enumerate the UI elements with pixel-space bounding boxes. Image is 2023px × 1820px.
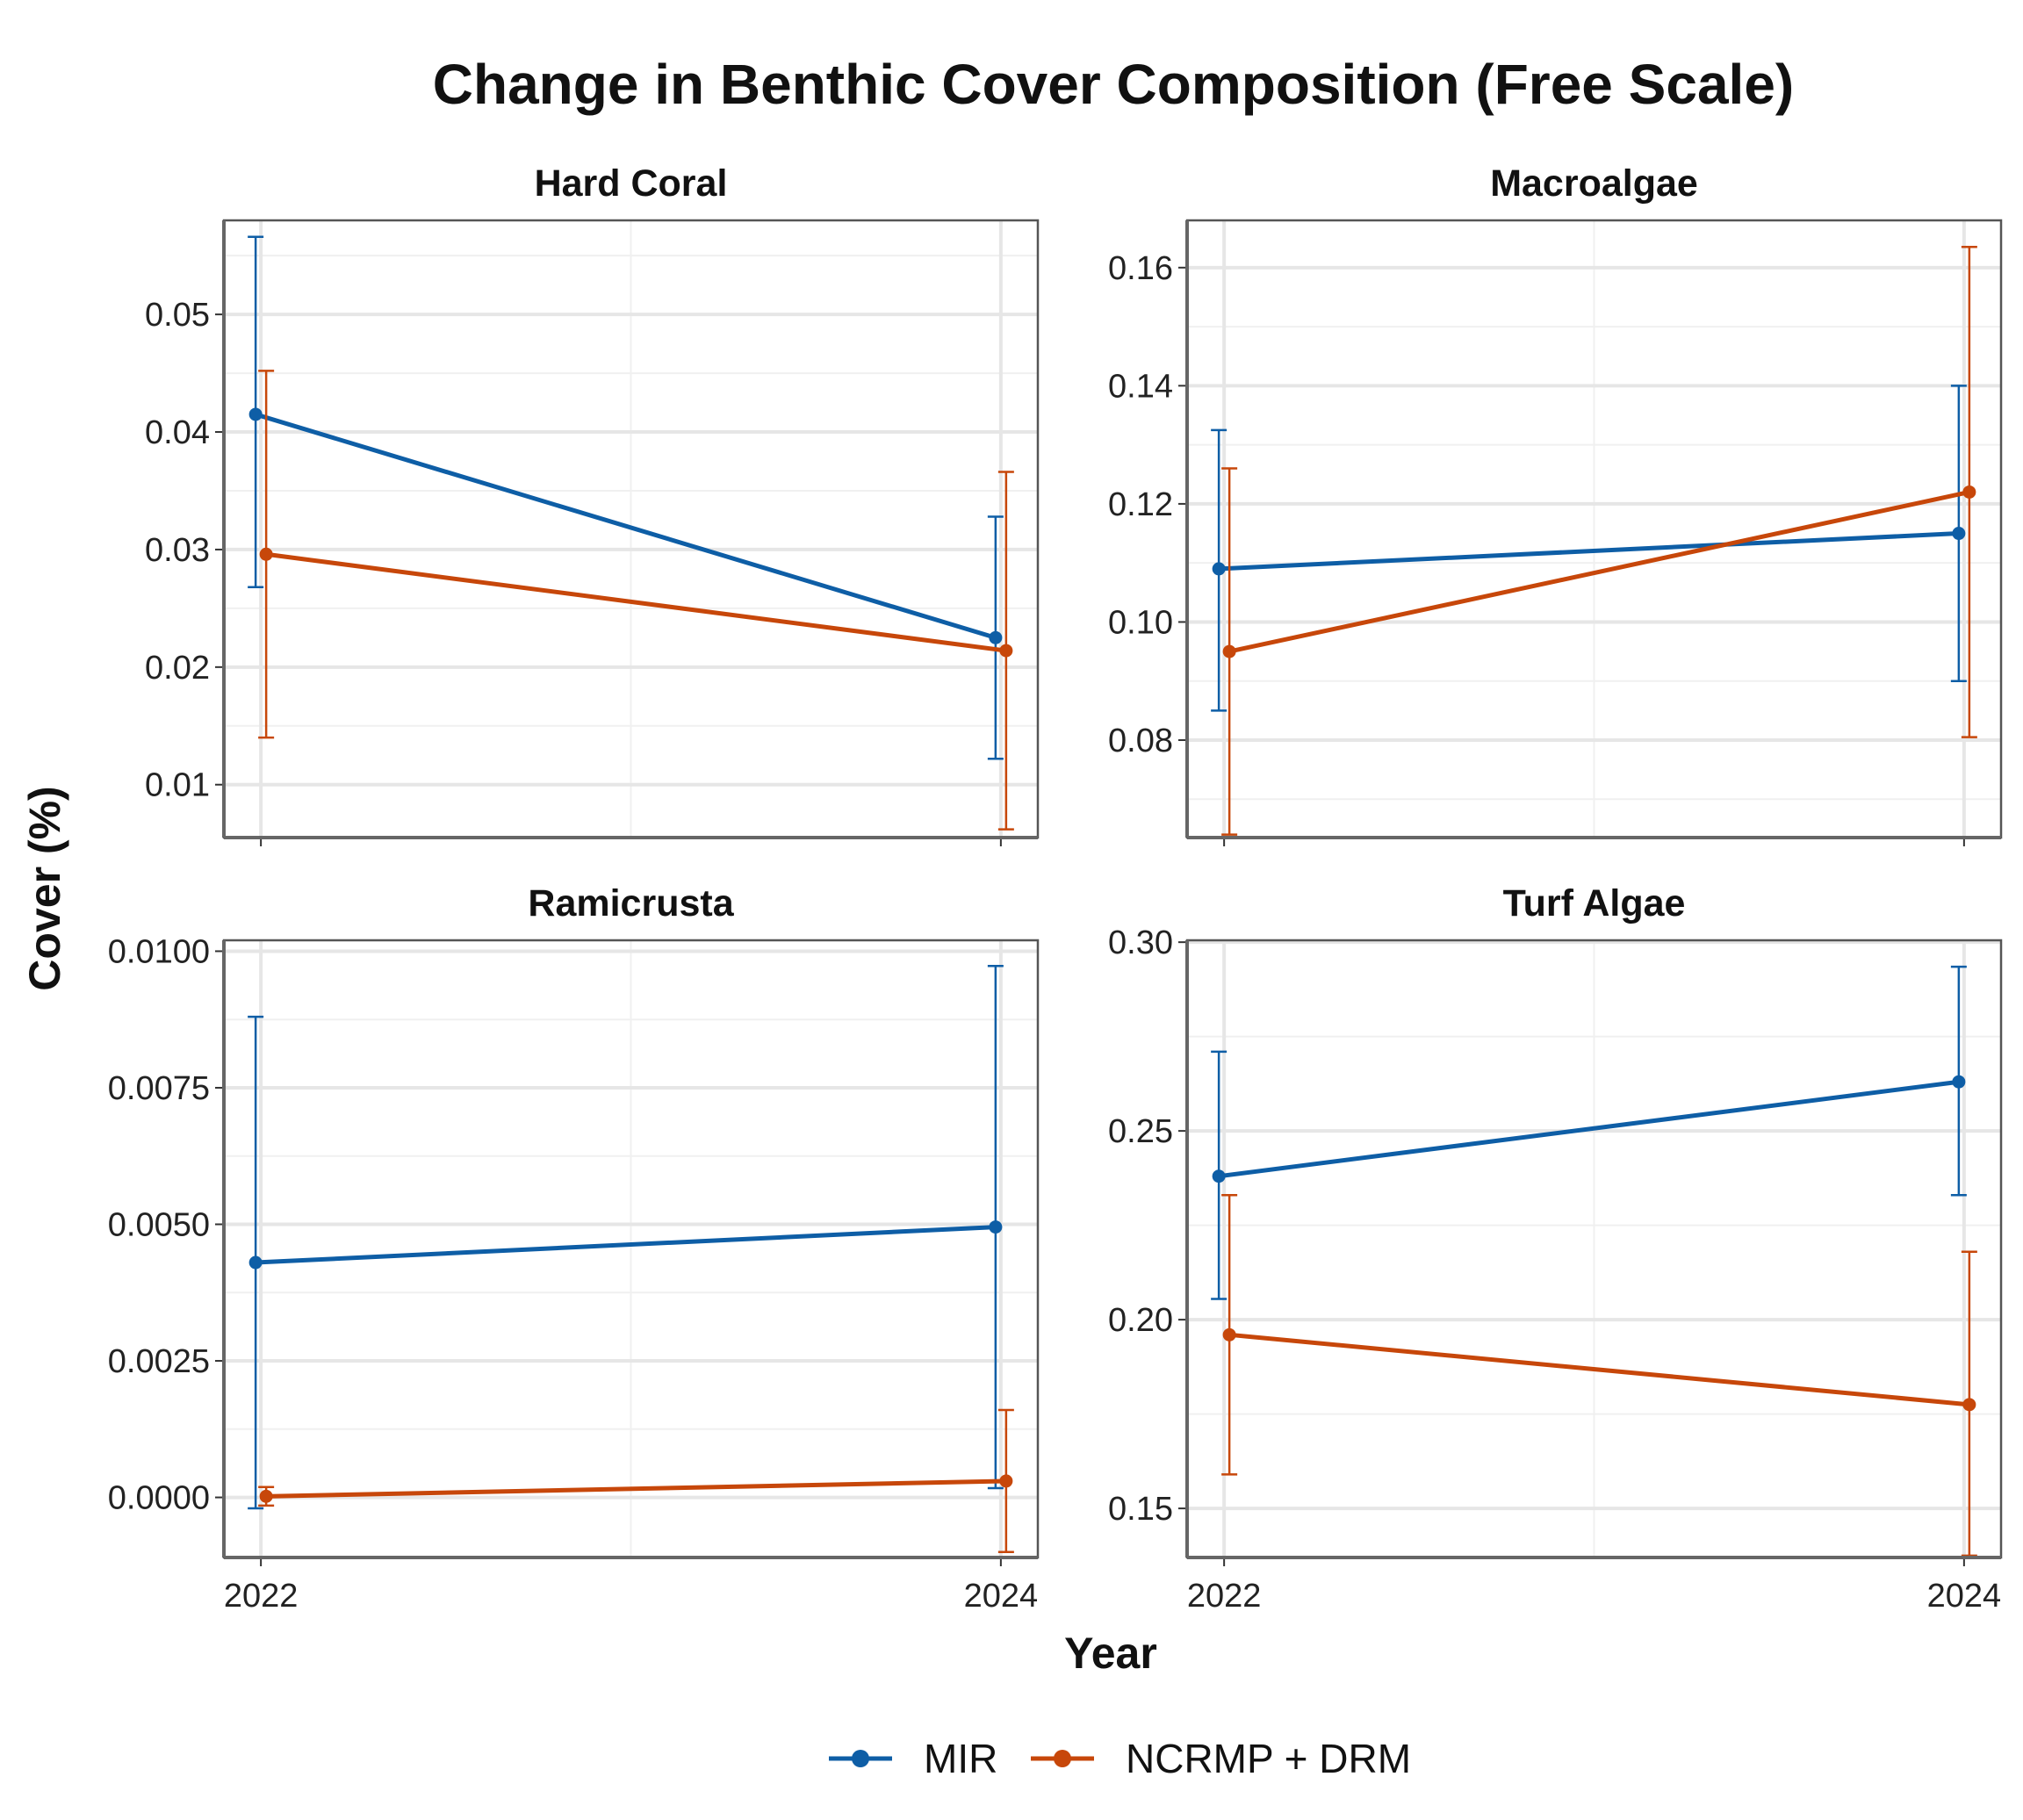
data-point bbox=[1222, 644, 1236, 658]
series-line bbox=[1219, 531, 1959, 572]
y-tick-label: 0.0050 bbox=[108, 1207, 210, 1244]
panel-title: Turf Algae bbox=[1503, 882, 1686, 924]
panel-macroalgae: Macroalgae 0.08 0.10 0.12 0.14 0.16 bbox=[1108, 162, 2003, 846]
chart-title: Change in Benthic Cover Composition (Fre… bbox=[433, 53, 1794, 116]
series-line bbox=[1228, 490, 1970, 654]
panels: Hard Coral 0.01 0.02 0.03 0.04 0.05 Macroalgae… bbox=[108, 162, 2003, 1615]
y-tick-label: 0.15 bbox=[1108, 1491, 1173, 1528]
panel-title: Ramicrusta bbox=[528, 882, 734, 924]
series-mir bbox=[248, 964, 1004, 1510]
legend-label: NCRMP + DRM bbox=[1126, 1736, 1411, 1781]
y-axis-title: Cover (%) bbox=[20, 786, 69, 990]
data-point bbox=[248, 1255, 263, 1270]
y-tick-label: 0.05 bbox=[145, 297, 210, 334]
x-tick-label: 2022 bbox=[1187, 1578, 1262, 1615]
series-mir bbox=[1211, 385, 1967, 712]
series-mir bbox=[1211, 965, 1967, 1300]
panel-title: Macroalgae bbox=[1490, 162, 1698, 205]
data-point bbox=[1212, 562, 1226, 576]
y-tick-label: 0.01 bbox=[145, 767, 210, 804]
y-tick-label: 0.10 bbox=[1108, 604, 1173, 641]
y-tick-label: 0.0075 bbox=[108, 1070, 210, 1107]
y-tick-label: 0.16 bbox=[1108, 250, 1173, 287]
series-ncrmp-drm bbox=[258, 1408, 1014, 1554]
panel-ramicrusta: Ramicrusta 0.0000 0.0025 0.0050 0.0075 0.0100… bbox=[108, 882, 1040, 1615]
x-tick-label: 2024 bbox=[964, 1578, 1039, 1615]
y-tick-label: 0.08 bbox=[1108, 723, 1173, 759]
series-line bbox=[1228, 1332, 1970, 1407]
data-point bbox=[1952, 527, 1966, 541]
y-tick-label: 0.20 bbox=[1108, 1302, 1173, 1339]
legend-item-ncrmp-drm: NCRMP + DRM bbox=[1031, 1736, 1411, 1781]
legend: MIR NCRMP + DRM bbox=[829, 1736, 1411, 1781]
data-point bbox=[989, 630, 1003, 644]
y-tick-label: 0.02 bbox=[145, 650, 210, 687]
data-point bbox=[1212, 1169, 1226, 1183]
x-tick-label: 2024 bbox=[1927, 1578, 2002, 1615]
x-tick-label: 2022 bbox=[224, 1578, 299, 1615]
legend-key-point bbox=[1054, 1750, 1071, 1767]
y-tick-label: 0.03 bbox=[145, 532, 210, 569]
series-line bbox=[265, 551, 1007, 653]
y-tick-label: 0.04 bbox=[145, 414, 210, 451]
y-tick-label: 0.0000 bbox=[108, 1480, 210, 1517]
data-point bbox=[1952, 1075, 1966, 1089]
data-point bbox=[999, 1474, 1013, 1488]
x-axis-title: Year bbox=[1064, 1629, 1157, 1678]
series-mir bbox=[248, 235, 1004, 760]
y-tick-label: 0.0100 bbox=[108, 933, 210, 970]
data-point bbox=[1962, 485, 1976, 499]
data-point bbox=[248, 407, 263, 421]
data-point bbox=[259, 1489, 273, 1503]
series-line bbox=[1218, 1079, 1960, 1179]
data-point bbox=[999, 644, 1013, 658]
panel-title: Hard Coral bbox=[535, 162, 728, 205]
data-point bbox=[259, 547, 273, 561]
data-point bbox=[1222, 1327, 1236, 1342]
y-tick-label: 0.0025 bbox=[108, 1343, 210, 1380]
series-ncrmp-drm bbox=[1221, 246, 1977, 836]
y-tick-label: 0.12 bbox=[1108, 486, 1173, 523]
panel-turf-algae: Turf Algae 0.15 0.20 0.25 0.30 2022 2024 bbox=[1108, 882, 2003, 1615]
legend-item-mir: MIR bbox=[829, 1736, 997, 1781]
series-line bbox=[256, 1225, 996, 1265]
y-tick-label: 0.14 bbox=[1108, 368, 1173, 405]
legend-key-point bbox=[852, 1750, 869, 1767]
series-line bbox=[255, 412, 997, 640]
data-point bbox=[989, 1220, 1003, 1234]
y-tick-label: 0.30 bbox=[1108, 924, 1173, 961]
legend-label: MIR bbox=[924, 1736, 997, 1781]
series-ncrmp-drm bbox=[258, 370, 1014, 831]
data-point bbox=[1962, 1398, 1976, 1412]
panel-hard-coral: Hard Coral 0.01 0.02 0.03 0.04 0.05 bbox=[145, 162, 1040, 846]
series-line bbox=[266, 1478, 1006, 1499]
series-ncrmp-drm bbox=[1221, 1193, 1977, 1557]
y-tick-label: 0.25 bbox=[1108, 1113, 1173, 1150]
